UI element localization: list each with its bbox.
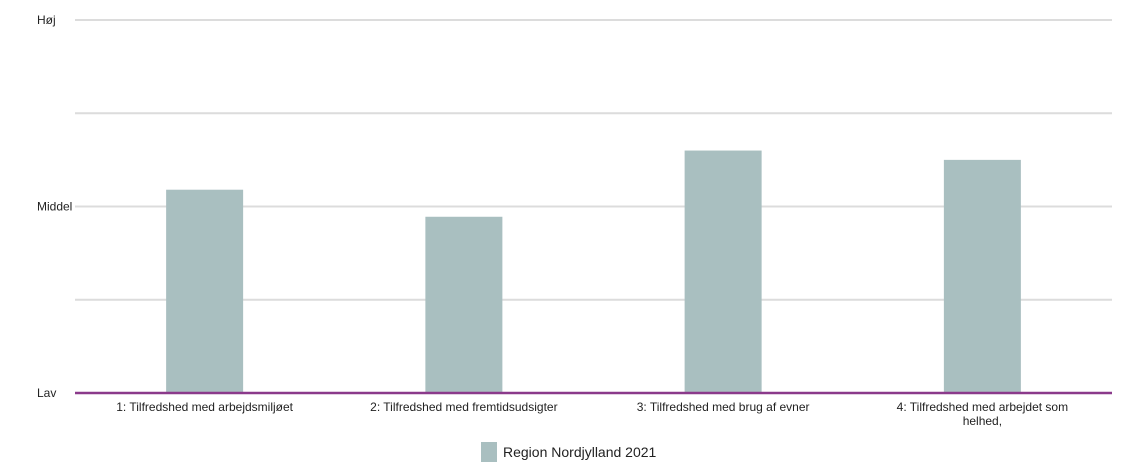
legend-swatch — [481, 442, 497, 462]
legend-label: Region Nordjylland 2021 — [503, 444, 657, 460]
gridlines — [75, 19, 1112, 301]
y-tick-label-middel: Middel — [37, 200, 72, 214]
bar-3 — [684, 150, 762, 393]
bars — [166, 150, 1021, 393]
x-tick-label-3: 3: Tilfredshed med brug af evner — [637, 400, 810, 414]
x-tick-labels: 1: Tilfredshed med arbejdsmiljøet 2: Tilf… — [116, 400, 1068, 428]
y-tick-label-lav: Lav — [37, 386, 56, 400]
x-tick-label-2: 2: Tilfredshed med fremtidsudsigter — [370, 400, 557, 414]
x-tick-label-4: 4: Tilfredshed med arbejdet som helhed, — [897, 400, 1068, 428]
bar-2 — [425, 216, 503, 393]
bar-1 — [166, 189, 244, 393]
bar-4 — [943, 159, 1021, 393]
x-tick-label-1: 1: Tilfredshed med arbejdsmiljøet — [116, 400, 293, 414]
y-tick-labels: Lav Middel Høj — [37, 13, 72, 400]
legend: Region Nordjylland 2021 — [481, 442, 657, 462]
y-tick-label-høj: Høj — [37, 13, 56, 27]
